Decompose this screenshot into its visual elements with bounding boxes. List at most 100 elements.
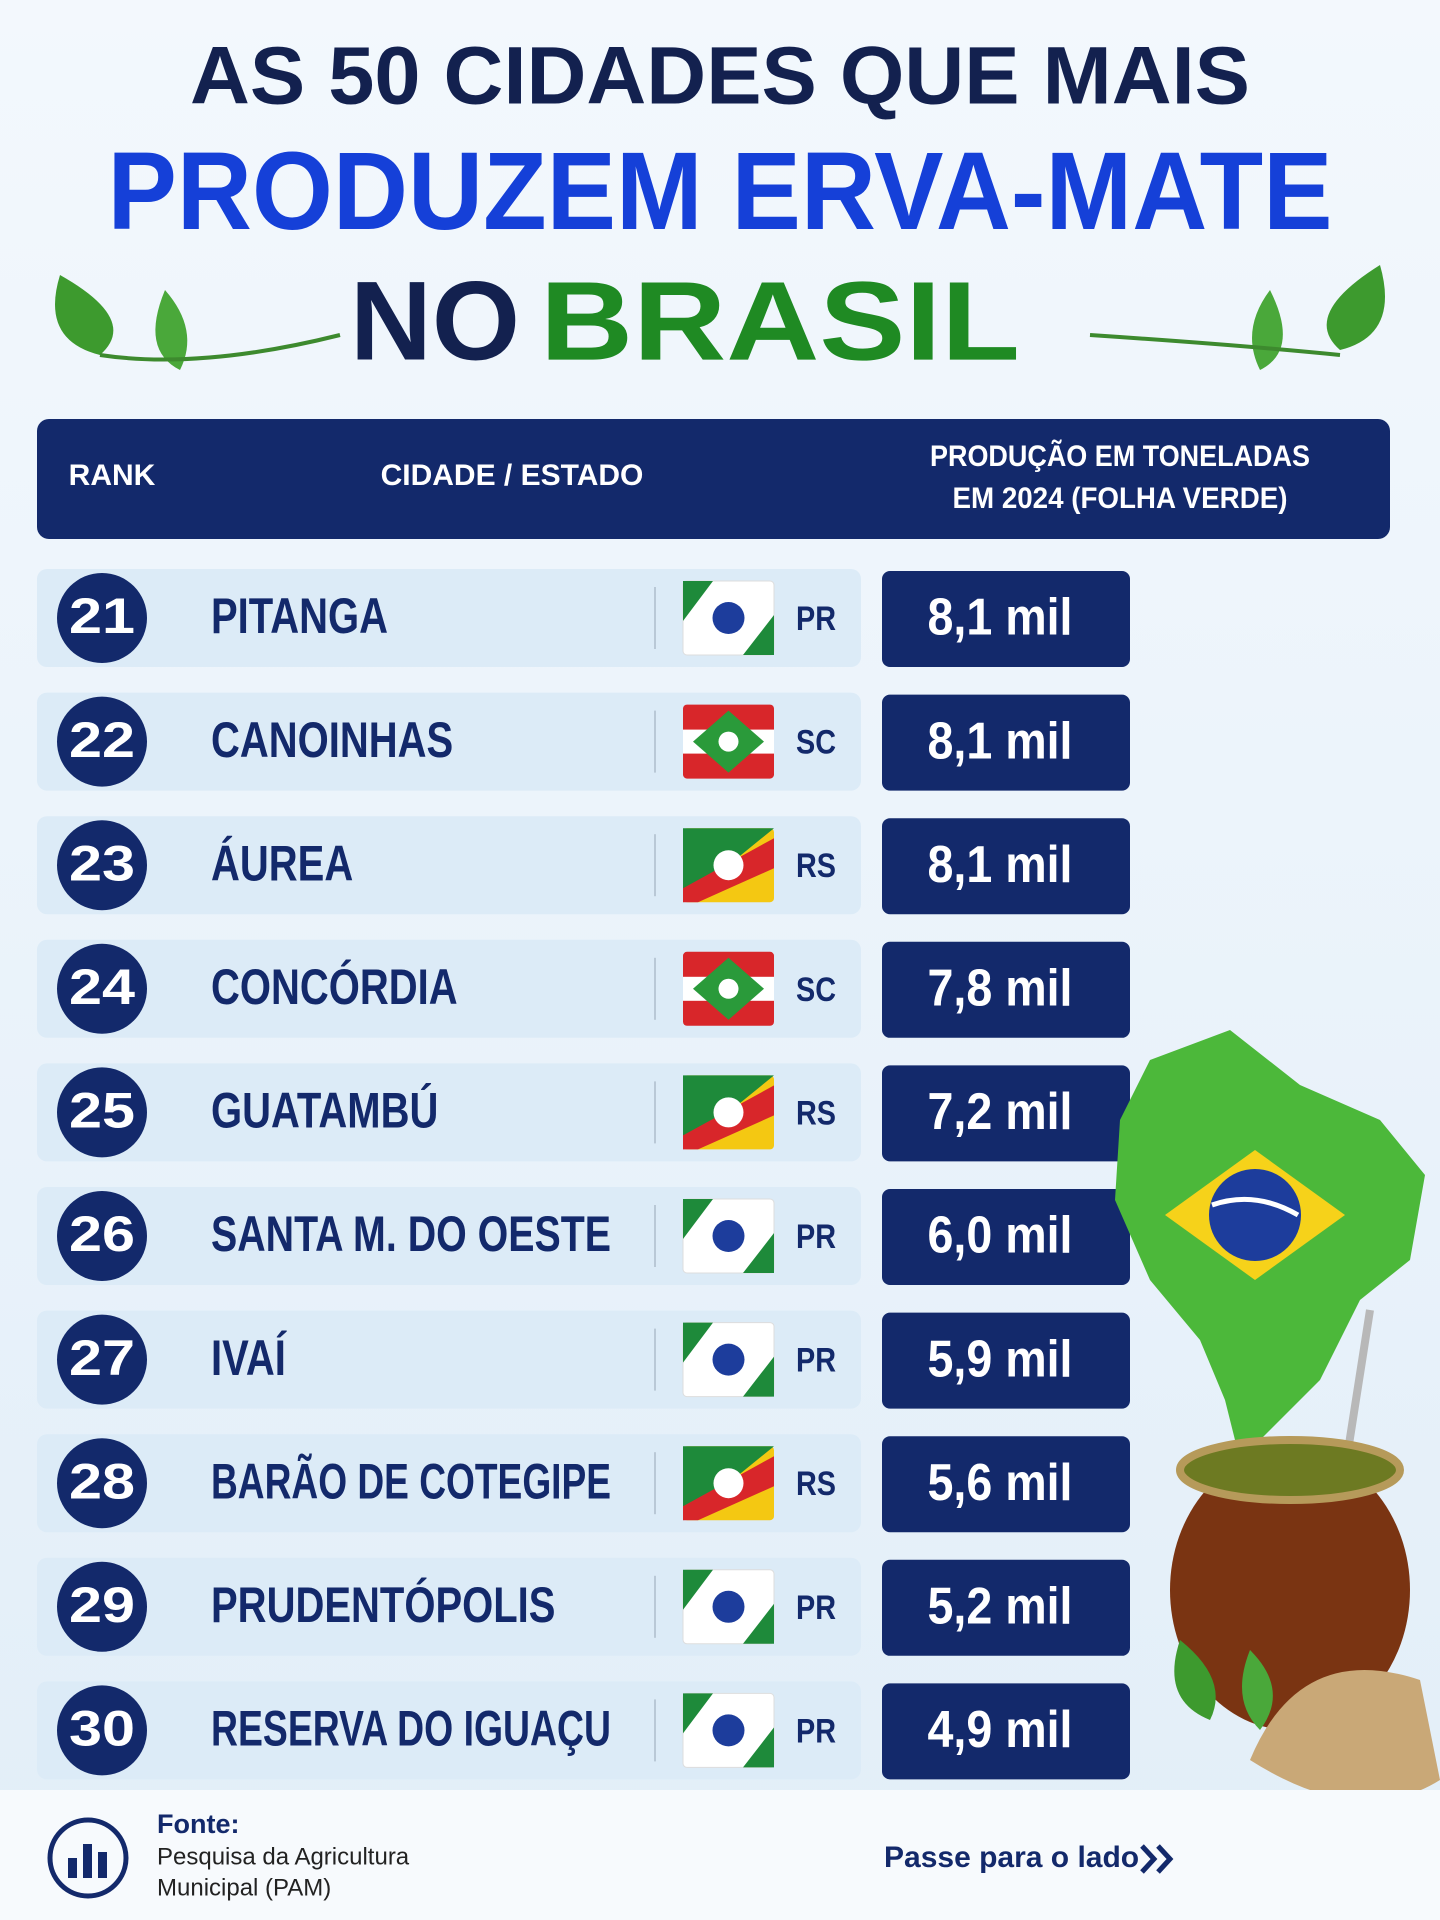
table-row: 21 PITANGA PR 8,1 mil bbox=[37, 569, 1130, 667]
city: GUATAMBÚ bbox=[211, 1083, 438, 1139]
title-line: NO bbox=[350, 259, 520, 384]
table-row: 27 IVAÍ PR 5,9 mil bbox=[37, 1310, 1130, 1409]
flag-part bbox=[718, 731, 739, 752]
city: SANTA M. DO OESTE bbox=[211, 1206, 611, 1262]
production: 5,2 mil bbox=[928, 1578, 1073, 1636]
rank-badge bbox=[57, 1067, 147, 1158]
production: 8,1 mil bbox=[928, 589, 1073, 647]
table-header bbox=[37, 419, 1390, 539]
flag-part bbox=[713, 1097, 744, 1128]
city: PRUDENTÓPOLIS bbox=[211, 1577, 555, 1633]
city: PITANGA bbox=[211, 588, 388, 644]
production: 6,0 mil bbox=[928, 1207, 1073, 1265]
flag-part bbox=[712, 1714, 745, 1747]
value-box bbox=[882, 1436, 1130, 1533]
swipe-arrow[interactable] bbox=[1140, 1844, 1174, 1874]
rank-badge bbox=[57, 1191, 147, 1281]
flag-part bbox=[683, 581, 774, 655]
state: PR bbox=[796, 1589, 836, 1627]
flag-part bbox=[712, 1590, 745, 1623]
rank: 30 bbox=[69, 1701, 135, 1757]
value-box bbox=[882, 818, 1130, 915]
production: 7,8 mil bbox=[928, 960, 1073, 1018]
rank-badge bbox=[57, 1438, 147, 1529]
mate-gourd bbox=[1170, 1309, 1440, 1801]
table-row: 30 RESERVA DO IGUAÇU PR 4,9 mil bbox=[37, 1681, 1130, 1780]
rank-badge bbox=[57, 1314, 147, 1405]
city: ÁUREA bbox=[211, 835, 353, 891]
production: 7,2 mil bbox=[928, 1083, 1073, 1141]
rank-badge bbox=[57, 1561, 147, 1652]
table-row: 23 ÁUREA RS 8,1 mil bbox=[37, 816, 1130, 915]
swipe-hint[interactable]: Passe para o lado bbox=[884, 1841, 1139, 1874]
state: SC bbox=[796, 971, 836, 1009]
flag-part bbox=[683, 1199, 774, 1273]
table-row: 22 CANOINHAS SC 8,1 mil bbox=[37, 692, 1130, 791]
rank: 23 bbox=[69, 835, 135, 891]
flag-part bbox=[713, 850, 744, 881]
rank: 21 bbox=[69, 588, 135, 644]
flag-part bbox=[683, 1569, 774, 1644]
flag-part bbox=[683, 1693, 774, 1768]
rank: 28 bbox=[69, 1453, 135, 1509]
title-line: PRODUZEM ERVA-MATE bbox=[108, 130, 1333, 253]
value-box bbox=[882, 694, 1130, 791]
title-line: AS 50 CIDADES QUE MAIS bbox=[190, 31, 1250, 122]
rank-badge bbox=[57, 820, 147, 911]
rank-badge bbox=[57, 1685, 147, 1776]
rank-badge bbox=[57, 696, 147, 787]
value-box bbox=[882, 1065, 1130, 1162]
state: RS bbox=[796, 847, 836, 885]
state: PR bbox=[796, 600, 836, 638]
rank: 27 bbox=[69, 1330, 135, 1386]
table-row: 28 BARÃO DE COTEGIPE RS 5,6 mil bbox=[37, 1434, 1130, 1533]
city: RESERVA DO IGUAÇU bbox=[211, 1701, 611, 1757]
rank-badge bbox=[57, 573, 147, 663]
production: 5,9 mil bbox=[928, 1330, 1073, 1388]
source-text: Pesquisa da Agricultura bbox=[157, 1843, 410, 1870]
rank: 29 bbox=[69, 1577, 135, 1633]
value-box bbox=[882, 1189, 1130, 1285]
state: SC bbox=[796, 724, 836, 762]
table-row: 29 PRUDENTÓPOLIS PR 5,2 mil bbox=[37, 1557, 1130, 1656]
state: RS bbox=[796, 1094, 836, 1132]
value-box bbox=[882, 1683, 1130, 1780]
production: 4,9 mil bbox=[928, 1701, 1073, 1759]
value-box bbox=[882, 1559, 1130, 1656]
value-box bbox=[882, 571, 1130, 667]
source-text: Municipal (PAM) bbox=[157, 1874, 331, 1901]
brazil-map bbox=[1115, 1030, 1425, 1460]
city: IVAÍ bbox=[211, 1330, 287, 1386]
production: 8,1 mil bbox=[928, 836, 1073, 894]
flag-part bbox=[718, 978, 739, 999]
value-box bbox=[882, 1312, 1130, 1409]
flag-part bbox=[683, 1322, 774, 1397]
state: PR bbox=[796, 1342, 836, 1380]
flag-part bbox=[712, 1343, 745, 1376]
table-row: 24 CONCÓRDIA SC 7,8 mil bbox=[37, 939, 1130, 1038]
flag-part bbox=[713, 1468, 744, 1499]
rank: 26 bbox=[69, 1206, 135, 1262]
source-icon bbox=[47, 1817, 129, 1899]
flag-part bbox=[712, 602, 745, 634]
table-row: 26 SANTA M. DO OESTE PR 6,0 mil bbox=[37, 1187, 1130, 1285]
leaves-left bbox=[55, 275, 341, 370]
state: PR bbox=[796, 1712, 836, 1750]
state: PR bbox=[796, 1218, 836, 1256]
source-label: Fonte: bbox=[157, 1809, 239, 1839]
rank-badge bbox=[57, 943, 147, 1034]
city: CONCÓRDIA bbox=[211, 959, 458, 1015]
leaves-right bbox=[1089, 265, 1385, 370]
column-header: CIDADE / ESTADO bbox=[381, 459, 644, 492]
production: 8,1 mil bbox=[928, 712, 1073, 770]
production: 5,6 mil bbox=[928, 1454, 1073, 1512]
column-header: PRODUÇÃO EM TONELADAS bbox=[930, 439, 1310, 473]
title-line: BRASIL bbox=[540, 259, 1020, 384]
city: CANOINHAS bbox=[211, 712, 453, 768]
state: RS bbox=[796, 1465, 836, 1503]
table-row: 25 GUATAMBÚ RS 7,2 mil bbox=[37, 1063, 1130, 1162]
rank: 24 bbox=[69, 959, 135, 1015]
rank: 22 bbox=[69, 712, 135, 768]
rank: 25 bbox=[69, 1083, 135, 1139]
